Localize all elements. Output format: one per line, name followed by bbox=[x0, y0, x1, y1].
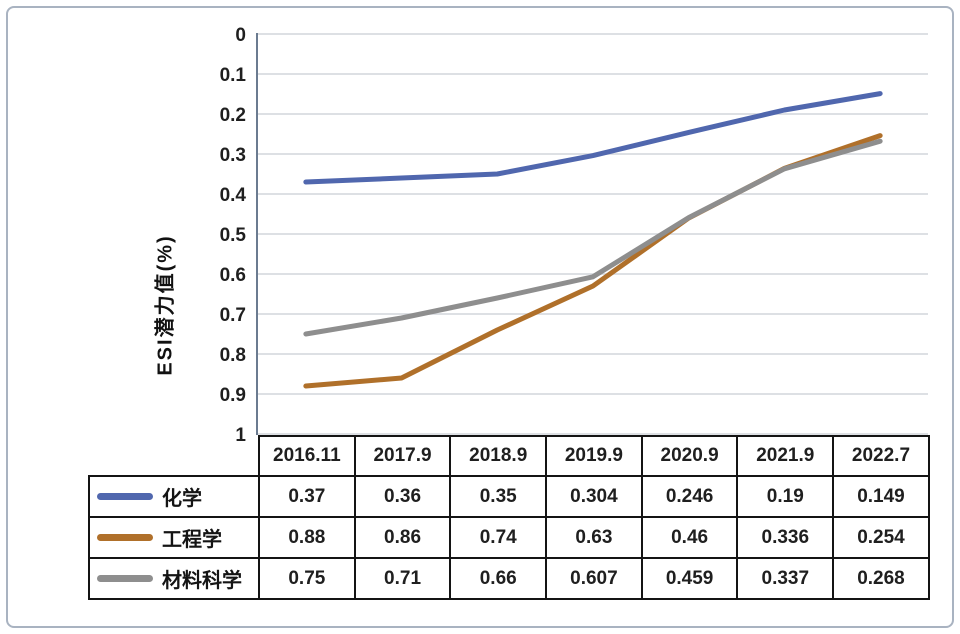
table-header-cell: 2018.9 bbox=[449, 435, 548, 477]
table-cell: 0.304 bbox=[545, 475, 643, 518]
table-cell: 0.246 bbox=[640, 475, 739, 518]
legend-cell: 工程学 bbox=[88, 516, 260, 559]
table-cell: 0.607 bbox=[545, 557, 643, 600]
y-tick-label: 0.3 bbox=[220, 145, 246, 166]
table-header: 2016.11 2017.9 2018.9 2019.9 2020.9 2021.9 202… bbox=[89, 435, 930, 477]
table-header-cell: 2020.9 bbox=[640, 435, 739, 477]
y-tick-label: 1 bbox=[235, 425, 246, 446]
table-cell: 0.459 bbox=[640, 557, 739, 600]
table-cell: 0.37 bbox=[258, 475, 356, 518]
table-header-cell: 2022.7 bbox=[832, 435, 930, 477]
table-corner-cell bbox=[89, 436, 259, 476]
legend-label: 工程学 bbox=[162, 529, 222, 551]
table-header-cell: 2016.11 bbox=[258, 435, 356, 477]
table-cell: 0.149 bbox=[832, 475, 930, 518]
table-header-cell: 2017.9 bbox=[353, 435, 452, 477]
table-cell: 0.268 bbox=[832, 557, 930, 600]
legend-swatch-icon bbox=[97, 493, 153, 500]
table-cell: 0.35 bbox=[449, 475, 548, 518]
table-cell: 0.86 bbox=[353, 516, 452, 559]
series-line-0 bbox=[303, 91, 883, 185]
y-tick-label: 0.7 bbox=[220, 305, 246, 326]
series-line-2 bbox=[303, 138, 883, 337]
y-tick-label: 0.1 bbox=[220, 65, 247, 86]
table-cell: 0.71 bbox=[353, 557, 452, 600]
table-row: 化学 0.37 0.36 0.35 0.304 0.246 0.19 0.149 bbox=[88, 475, 930, 518]
y-tick-label: 0.8 bbox=[220, 345, 246, 366]
table-row: 工程学 0.88 0.86 0.74 0.63 0.46 0.336 0.254 bbox=[88, 516, 930, 559]
table-row: 材料科学 0.75 0.71 0.66 0.607 0.459 0.337 0.268 bbox=[88, 557, 930, 600]
legend-cell: 化学 bbox=[88, 475, 260, 518]
table-cell: 0.88 bbox=[258, 516, 356, 559]
table-body: 化学 0.37 0.36 0.35 0.304 0.246 0.19 0.149 工程学 0.88… bbox=[88, 475, 930, 600]
table-cell: 0.337 bbox=[736, 557, 835, 600]
y-tick-label: 0.6 bbox=[220, 265, 246, 286]
table-cell: 0.46 bbox=[640, 516, 739, 559]
series-line-1 bbox=[303, 133, 883, 389]
y-tick-label: 0.2 bbox=[220, 105, 246, 126]
y-tick-label: 0.9 bbox=[220, 385, 246, 406]
y-tick-label: 0.4 bbox=[220, 185, 247, 206]
legend-swatch-icon bbox=[97, 534, 153, 541]
table-cell: 0.75 bbox=[258, 557, 356, 600]
table-header-cell: 2021.9 bbox=[736, 435, 835, 477]
legend-cell: 材料科学 bbox=[88, 557, 260, 600]
legend-label: 化学 bbox=[162, 488, 202, 510]
y-tick-label: 0 bbox=[235, 25, 246, 46]
table-cell: 0.336 bbox=[736, 516, 835, 559]
y-axis-title: ESI潜力值(%) bbox=[154, 234, 177, 376]
legend-label: 材料科学 bbox=[162, 570, 242, 592]
table-cell: 0.19 bbox=[736, 475, 835, 518]
y-tick-label: 0.5 bbox=[220, 225, 247, 246]
table-cell: 0.36 bbox=[353, 475, 452, 518]
table-cell: 0.254 bbox=[832, 516, 930, 559]
esi-data-table: 2016.11 2017.9 2018.9 2019.9 2020.9 2021.9 202… bbox=[88, 435, 930, 600]
table-cell: 0.63 bbox=[545, 516, 643, 559]
table-cell: 0.66 bbox=[449, 557, 548, 600]
table-header-cell: 2019.9 bbox=[545, 435, 643, 477]
legend-swatch-icon bbox=[97, 575, 153, 582]
table-cell: 0.74 bbox=[449, 516, 548, 559]
